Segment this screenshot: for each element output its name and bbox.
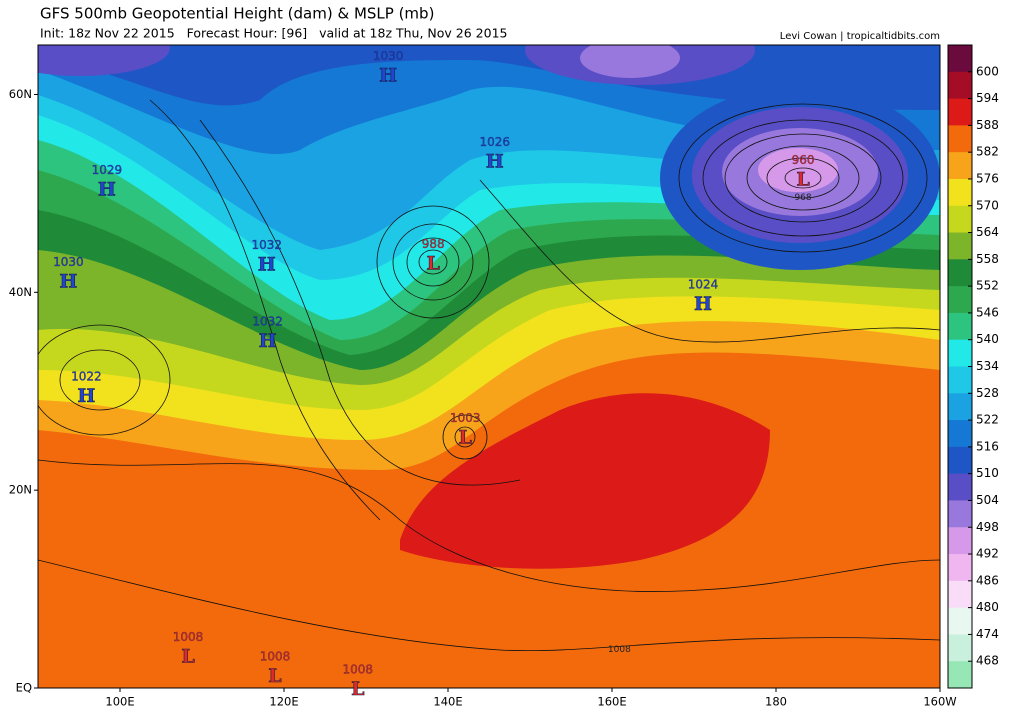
lon-tick-label: 100E [105, 695, 134, 709]
colorbar-swatch [948, 312, 972, 341]
isobars [38, 99, 940, 652]
colorbar-swatch [948, 393, 972, 421]
center-letter: H [59, 270, 77, 292]
center-letter: L [351, 678, 364, 700]
colorbar-swatch [948, 366, 972, 394]
colorbar-label: 480 [976, 600, 999, 614]
center-letter: L [796, 169, 809, 191]
center-value: 960 [792, 153, 815, 167]
contour-label: 1008 [608, 645, 631, 655]
height-field [38, 45, 940, 688]
center-value: 1003 [450, 411, 481, 425]
colorbar-swatch [948, 661, 972, 689]
colorbar-swatch [948, 152, 972, 180]
colorbar-label: 468 [976, 654, 999, 668]
center-letter: H [486, 151, 504, 173]
colorbar-swatch [948, 232, 972, 260]
colorbar-label: 486 [976, 573, 999, 587]
field-band [580, 45, 680, 78]
colorbar-swatch [948, 580, 972, 609]
center-letter: L [181, 645, 194, 667]
center-value: 1008 [173, 630, 204, 644]
center-value: 988 [422, 237, 445, 251]
colorbar-swatch [948, 98, 972, 126]
colorbar-label: 498 [976, 520, 999, 534]
colorbar-label: 594 [976, 91, 999, 105]
field-band [400, 393, 770, 569]
colorbar-swatch [948, 446, 972, 475]
center-value: 1032 [252, 238, 283, 252]
center-letter: L [268, 665, 281, 687]
colorbar-label: 588 [976, 118, 999, 132]
colorbar-label: 564 [976, 225, 999, 239]
lat-tick-label: 20N [9, 483, 32, 497]
center-value: 1032 [252, 314, 283, 328]
lon-tick-label: 140E [433, 695, 462, 709]
colorbar-label: 474 [976, 627, 999, 641]
field-band [758, 148, 838, 192]
colorbar-swatch [948, 420, 972, 448]
lat-tick-label: 40N [9, 285, 32, 299]
colorbar-swatch [948, 607, 972, 635]
center-letter: H [98, 178, 116, 200]
center-letter: L [459, 427, 472, 449]
colorbar-label: 540 [976, 332, 999, 346]
colorbar-label: 504 [976, 493, 999, 507]
lon-tick-label: 160E [597, 695, 626, 709]
lat-tick-label: EQ [16, 681, 32, 695]
lat-tick-label: 60N [9, 87, 32, 101]
colorbar-swatch [948, 554, 972, 582]
center-letter: H [258, 254, 276, 276]
subtitle: Init: 18z Nov 22 2015 Forecast Hour: [96… [40, 26, 507, 41]
colorbar-label: 528 [976, 386, 999, 400]
colorbar-label: 558 [976, 252, 999, 266]
colorbar-swatch [948, 473, 972, 501]
colorbar-label: 510 [976, 466, 999, 480]
center-value: 1022 [71, 370, 102, 384]
colorbar-swatch [948, 527, 972, 555]
colorbar-label: 552 [976, 279, 999, 293]
map-frame [37, 44, 941, 689]
center-value: 1024 [688, 278, 719, 292]
colorbar-label: 522 [976, 413, 999, 427]
colorbar-swatch [948, 339, 972, 367]
colorbar-swatch [948, 178, 972, 207]
colorbar-swatch [948, 500, 972, 528]
center-value: 1026 [479, 135, 510, 149]
colorbar-swatch [948, 125, 972, 153]
colorbar-swatch [948, 45, 972, 73]
center-letter: H [379, 65, 397, 87]
center-value: 1030 [53, 255, 84, 269]
center-value: 1029 [92, 163, 123, 177]
center-value: 1008 [260, 650, 291, 664]
colorbar-swatch [948, 205, 972, 234]
colorbar-swatch [948, 71, 972, 100]
credit: Levi Cowan | tropicaltidbits.com [780, 31, 940, 42]
center-letter: H [77, 385, 95, 407]
center-value: 1008 [343, 663, 374, 677]
colorbar-swatch [948, 259, 972, 287]
colorbar-swatch [948, 634, 972, 662]
colorbar-label: 570 [976, 198, 999, 212]
colorbar-label: 576 [976, 171, 999, 185]
title: GFS 500mb Geopotential Height (dam) & MS… [40, 5, 434, 23]
colorbar-label: 546 [976, 305, 999, 319]
lon-tick-label: 180 [765, 695, 787, 709]
field-band [38, 45, 170, 76]
center-letter: L [427, 253, 440, 275]
colorbar-label: 582 [976, 145, 999, 159]
contour-label: 968 [794, 193, 811, 203]
colorbar-label: 534 [976, 359, 999, 373]
colorbar-label: 492 [976, 547, 999, 561]
center-value: 1030 [373, 49, 404, 63]
lon-tick-label: 160W [923, 695, 956, 709]
colorbar-label: 600 [976, 64, 999, 78]
center-letter: H [259, 330, 277, 352]
colorbar-label: 516 [976, 439, 999, 453]
center-letter: H [694, 293, 712, 315]
lon-tick-label: 120E [269, 695, 298, 709]
colorbar-swatch [948, 286, 972, 314]
